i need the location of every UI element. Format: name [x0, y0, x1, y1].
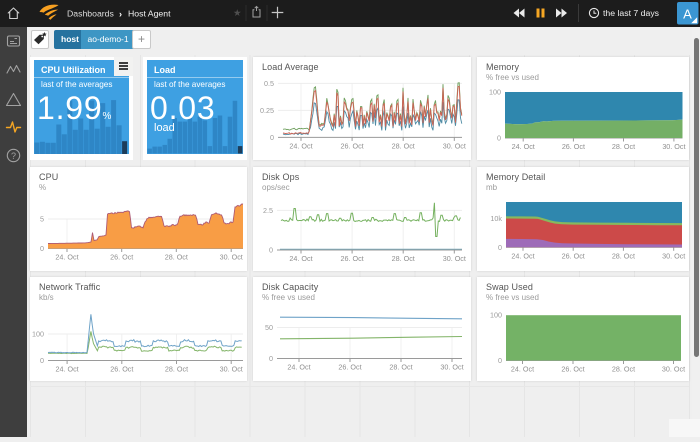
- svg-text:26. Oct: 26. Oct: [562, 251, 585, 260]
- svg-text:26. Oct: 26. Oct: [561, 365, 584, 374]
- svg-text:5: 5: [40, 215, 44, 224]
- svg-text:30. Oct: 30. Oct: [443, 141, 466, 150]
- svg-text:26. Oct: 26. Oct: [341, 254, 364, 263]
- svg-text:24. Oct: 24. Oct: [55, 253, 78, 262]
- svg-text:24. Oct: 24. Oct: [56, 365, 79, 374]
- svg-text:24. Oct: 24. Oct: [512, 142, 535, 151]
- svg-text:26. Oct: 26. Oct: [110, 253, 133, 262]
- svg-text:30. Oct: 30. Oct: [662, 142, 685, 151]
- svg-text:24. Oct: 24. Oct: [511, 365, 534, 374]
- svg-text:the last 7 days: the last 7 days: [603, 8, 660, 18]
- svg-text:28. Oct: 28. Oct: [389, 363, 412, 372]
- svg-text:30. Oct: 30. Oct: [662, 251, 685, 260]
- svg-text:28. Oct: 28. Oct: [392, 254, 415, 263]
- svg-text:24. Oct: 24. Oct: [289, 254, 312, 263]
- svg-text:28. Oct: 28. Oct: [165, 253, 188, 262]
- svg-text:A: A: [683, 7, 692, 22]
- svg-text:100: 100: [490, 311, 502, 320]
- svg-text:100: 100: [32, 330, 44, 339]
- svg-text:0: 0: [40, 244, 44, 253]
- svg-text:★: ★: [233, 8, 242, 19]
- svg-text:0: 0: [40, 356, 44, 365]
- svg-text:50: 50: [265, 323, 273, 332]
- svg-text:0: 0: [269, 246, 273, 255]
- svg-text:30. Oct: 30. Oct: [662, 365, 685, 374]
- svg-text:0: 0: [497, 134, 501, 143]
- svg-text:26. Oct: 26. Oct: [110, 365, 133, 374]
- svg-text:10k: 10k: [490, 214, 502, 223]
- svg-text:24. Oct: 24. Oct: [287, 363, 310, 372]
- svg-text:24. Oct: 24. Oct: [511, 251, 534, 260]
- svg-text:›: ›: [119, 9, 122, 19]
- svg-text:Host Agent: Host Agent: [128, 9, 171, 19]
- svg-text:28. Oct: 28. Oct: [612, 251, 635, 260]
- svg-text:0.5: 0.5: [264, 79, 274, 88]
- svg-text:0: 0: [498, 243, 502, 252]
- svg-text:28. Oct: 28. Oct: [612, 142, 635, 151]
- svg-text:28. Oct: 28. Oct: [612, 365, 635, 374]
- svg-text:30. Oct: 30. Oct: [443, 254, 466, 263]
- svg-text:2.5: 2.5: [263, 206, 273, 215]
- svg-text:26. Oct: 26. Oct: [338, 363, 361, 372]
- svg-text:100: 100: [489, 88, 501, 97]
- svg-text:0: 0: [270, 133, 274, 142]
- svg-text:?: ?: [11, 151, 16, 161]
- svg-text:30. Oct: 30. Oct: [220, 365, 243, 374]
- svg-text:0: 0: [498, 356, 502, 365]
- svg-text:30. Oct: 30. Oct: [440, 363, 463, 372]
- svg-text:26. Oct: 26. Oct: [562, 142, 585, 151]
- svg-text:0.25: 0.25: [260, 106, 274, 115]
- svg-text:Dashboards: Dashboards: [67, 9, 115, 19]
- svg-text:24. Oct: 24. Oct: [289, 141, 312, 150]
- svg-text:26. Oct: 26. Oct: [341, 141, 364, 150]
- svg-text:28. Oct: 28. Oct: [165, 365, 188, 374]
- svg-text:30. Oct: 30. Oct: [220, 253, 243, 262]
- svg-text:0: 0: [269, 354, 273, 363]
- svg-text:28. Oct: 28. Oct: [392, 141, 415, 150]
